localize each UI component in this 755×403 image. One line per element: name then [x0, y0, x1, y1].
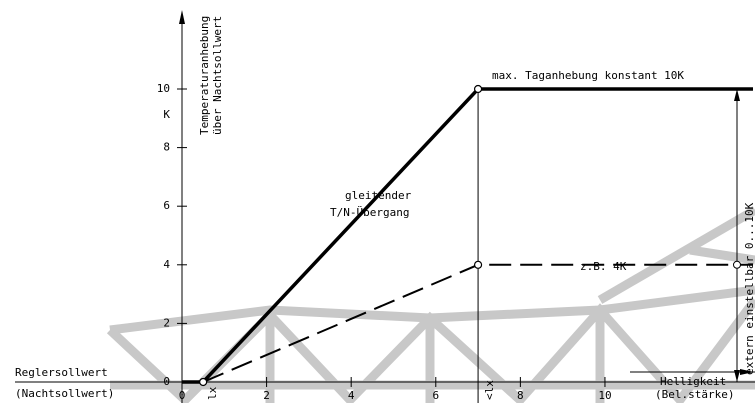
- annotation: <lx: [483, 380, 496, 400]
- y-arrow: [179, 10, 185, 24]
- annotation: max. Taganhebung konstant 10K: [492, 69, 684, 82]
- y-unit: K: [163, 108, 170, 121]
- annotation: extern einstellbar 0...10K: [743, 202, 755, 375]
- range-arrow-bottom: [734, 370, 740, 382]
- x-axis-title: (Bel.stärke): [655, 388, 734, 401]
- x-axis-title: Helligkeit: [660, 375, 726, 388]
- x-tick-label: 6: [432, 389, 439, 402]
- x-tick-label: 0: [179, 389, 186, 402]
- y-axis-title: über Nachtsollwert: [211, 16, 224, 135]
- point-marker: [475, 86, 482, 93]
- range-arrow-top: [734, 89, 740, 101]
- origin-label: Reglersollwert: [15, 366, 108, 379]
- point-marker: [475, 261, 482, 268]
- annotation: lx: [206, 386, 219, 400]
- range-marker: [734, 261, 741, 268]
- origin-label: (Nachtsollwert): [15, 387, 114, 400]
- y-tick-label: 10: [157, 82, 170, 95]
- chart: 02468100246810Temperaturanhebungüber Nac…: [0, 0, 755, 403]
- y-tick-label: 2: [163, 316, 170, 329]
- page: {"chart_data": {"type": "line", "y_label…: [0, 0, 755, 403]
- background-truss: [110, 210, 755, 403]
- annotation: z.B. 4K: [580, 260, 627, 273]
- x-tick-label: 8: [517, 389, 524, 402]
- x-tick-label: 4: [348, 389, 355, 402]
- y-axis-title: Temperaturanhebung: [198, 16, 211, 135]
- annotation: T/N-Übergang: [330, 206, 409, 219]
- y-tick-label: 4: [163, 258, 170, 271]
- y-tick-label: 6: [163, 199, 170, 212]
- annotation: gleitender: [345, 189, 412, 202]
- x-tick-label: 10: [598, 389, 611, 402]
- y-tick-label: 8: [163, 141, 170, 154]
- point-marker: [200, 379, 207, 386]
- x-tick-label: 2: [263, 389, 270, 402]
